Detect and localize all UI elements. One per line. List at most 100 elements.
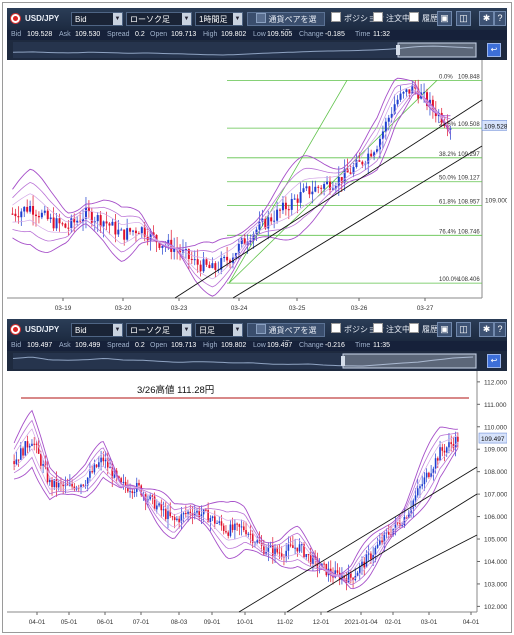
candle-body xyxy=(347,572,350,583)
candle-body xyxy=(140,227,143,234)
help-icon[interactable]: ? xyxy=(494,11,506,26)
x-tick-label: 04-01 xyxy=(463,619,480,626)
print-icon[interactable]: ▣ xyxy=(437,322,452,337)
candle-body xyxy=(17,459,20,461)
candle-body xyxy=(214,516,216,524)
candle-body xyxy=(261,218,264,222)
candle-body xyxy=(40,212,43,218)
candle-body xyxy=(238,524,241,527)
x-tick-label: 09-01 xyxy=(204,619,221,626)
candle-body xyxy=(211,263,214,269)
candle-body xyxy=(84,207,87,219)
position-checkbox[interactable] xyxy=(331,12,341,22)
candle-body xyxy=(51,479,53,488)
candle-body xyxy=(370,153,373,157)
order-toggle[interactable]: 注文中 xyxy=(373,323,410,337)
timeframe-select[interactable]: 1時間足 ▼ xyxy=(195,12,243,26)
history-toggle[interactable]: 履歴 xyxy=(409,12,438,26)
candle-body xyxy=(205,509,207,511)
history-checkbox[interactable] xyxy=(409,323,419,333)
x-tick-label: 05-01 xyxy=(61,619,78,626)
candle-body xyxy=(231,524,234,530)
navigator-handle[interactable] xyxy=(396,45,400,55)
candle-body xyxy=(361,161,364,165)
candle-body xyxy=(82,484,85,486)
chart-type-select[interactable]: ローソク足 ▼ xyxy=(126,323,192,337)
zoom-reset-icon[interactable]: ↩ xyxy=(487,43,501,57)
candle-body xyxy=(129,491,131,493)
candle-body xyxy=(73,218,76,223)
candle-body xyxy=(196,259,199,265)
navigator-handle[interactable] xyxy=(341,356,345,366)
candle-body xyxy=(214,263,217,270)
candle-body xyxy=(243,238,246,245)
range-navigator[interactable]: ↩ xyxy=(7,40,507,60)
candle-body xyxy=(15,459,18,465)
history-toggle[interactable]: 履歴 xyxy=(409,323,438,337)
last-price-tag xyxy=(481,120,507,131)
candle-body xyxy=(90,211,93,223)
candle-body xyxy=(55,218,58,229)
select-pair-button[interactable]: 通貨ペアを選択 xyxy=(247,12,325,38)
candle-body xyxy=(374,547,377,555)
candle-body xyxy=(305,554,308,558)
gear-icon[interactable]: ✱ xyxy=(479,322,494,337)
candle-body xyxy=(289,544,292,546)
candle-body xyxy=(62,483,64,487)
candle-body xyxy=(84,485,87,487)
candle-body xyxy=(423,477,426,485)
position-toggle[interactable]: ポジション xyxy=(331,12,384,26)
channel-line xyxy=(286,493,478,613)
zoom-reset-icon[interactable]: ↩ xyxy=(487,354,501,368)
range-navigator[interactable]: ↩ xyxy=(7,351,507,371)
pair-icon xyxy=(255,13,266,23)
candle-body xyxy=(258,221,261,230)
help-icon[interactable]: ? xyxy=(494,322,506,337)
candle-body xyxy=(124,481,127,487)
candle-body xyxy=(367,553,370,555)
candle-body xyxy=(64,223,67,228)
candle-body xyxy=(207,510,209,523)
candle-body xyxy=(296,198,299,203)
chart-type-select[interactable]: ローソク足 ▼ xyxy=(126,12,192,26)
y-tick-label: 103.000 xyxy=(484,581,507,588)
position-checkbox[interactable] xyxy=(331,323,341,333)
timeframe-select[interactable]: 日足 ▼ xyxy=(195,323,243,337)
position-toggle[interactable]: ポジション xyxy=(331,323,384,337)
price-type-select[interactable]: Bid ▼ xyxy=(71,323,123,337)
order-checkbox[interactable] xyxy=(373,12,383,22)
candle-body xyxy=(343,168,346,183)
window-icon[interactable]: ◫ xyxy=(456,322,471,337)
candle-body xyxy=(129,228,132,232)
candle-body xyxy=(254,542,256,544)
window-icon[interactable]: ◫ xyxy=(456,11,471,26)
candle-body xyxy=(173,247,176,252)
candle-body xyxy=(336,570,339,573)
candle-body xyxy=(370,553,372,560)
candle-body xyxy=(11,213,14,215)
candle-body xyxy=(169,511,172,517)
candle-body xyxy=(251,534,254,543)
candle-body xyxy=(216,522,218,524)
select-pair-button[interactable]: 通貨ペアを選択 xyxy=(247,323,325,349)
band-upper xyxy=(12,77,451,249)
candle-body xyxy=(53,479,56,488)
candle-body xyxy=(350,572,352,578)
order-toggle[interactable]: 注文中 xyxy=(373,12,410,26)
band-lower xyxy=(13,448,459,590)
candle-body xyxy=(57,482,60,488)
candle-body xyxy=(416,488,419,496)
price-type-select[interactable]: Bid ▼ xyxy=(71,12,123,26)
print-icon[interactable]: ▣ xyxy=(437,11,452,26)
candle-body xyxy=(352,167,355,174)
candle-body xyxy=(457,436,459,442)
candle-body xyxy=(91,471,93,473)
candle-body xyxy=(326,181,329,185)
us-flag-icon xyxy=(10,13,21,24)
gear-icon[interactable]: ✱ xyxy=(479,11,494,26)
order-checkbox[interactable] xyxy=(373,323,383,333)
candle-body xyxy=(37,444,40,454)
history-checkbox[interactable] xyxy=(409,12,419,22)
plot-background xyxy=(7,371,507,630)
candle-body xyxy=(86,477,89,486)
